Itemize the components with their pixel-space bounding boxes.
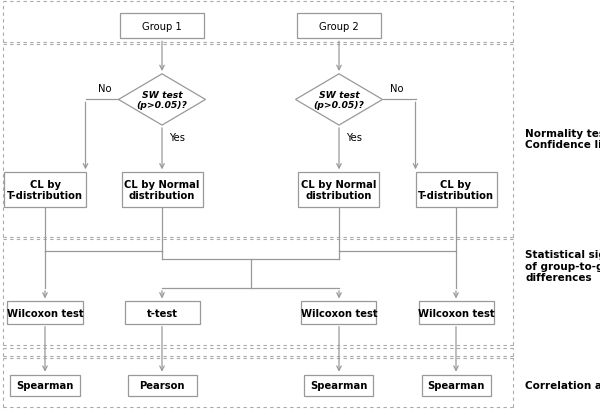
Text: CL by
T-distribution: CL by T-distribution	[418, 180, 494, 201]
Text: Wilcoxon test: Wilcoxon test	[418, 308, 494, 318]
FancyBboxPatch shape	[297, 14, 381, 39]
FancyBboxPatch shape	[304, 375, 373, 396]
Polygon shape	[119, 74, 206, 126]
Text: SW test
(p>0.05)?: SW test (p>0.05)?	[137, 90, 187, 110]
FancyBboxPatch shape	[298, 173, 379, 207]
Text: Wilcoxon test: Wilcoxon test	[301, 308, 377, 318]
FancyBboxPatch shape	[415, 173, 497, 207]
FancyBboxPatch shape	[120, 14, 204, 39]
Text: No: No	[98, 84, 112, 94]
Text: CL by
T-distribution: CL by T-distribution	[7, 180, 83, 201]
FancyBboxPatch shape	[10, 375, 79, 396]
FancyBboxPatch shape	[301, 302, 377, 324]
Text: Pearson: Pearson	[139, 380, 185, 390]
Text: Correlation analysis: Correlation analysis	[525, 380, 600, 390]
FancyBboxPatch shape	[421, 375, 491, 396]
Polygon shape	[295, 74, 383, 126]
Text: Group 2: Group 2	[319, 22, 359, 31]
Text: t-test: t-test	[146, 308, 178, 318]
Text: Spearman: Spearman	[16, 380, 74, 390]
Text: Normality test &
Confidence limit: Normality test & Confidence limit	[525, 128, 600, 150]
Text: Yes: Yes	[346, 133, 362, 143]
Text: Group 1: Group 1	[142, 22, 182, 31]
FancyBboxPatch shape	[419, 302, 493, 324]
FancyBboxPatch shape	[7, 302, 83, 324]
Text: No: No	[390, 84, 403, 94]
Text: CL by Normal
distribution: CL by Normal distribution	[301, 180, 377, 201]
FancyBboxPatch shape	[125, 302, 199, 324]
Text: SW test
(p>0.05)?: SW test (p>0.05)?	[314, 90, 364, 110]
Text: Statistical significance
of group-to-group
differences: Statistical significance of group-to-gro…	[525, 249, 600, 282]
Text: Wilcoxon test: Wilcoxon test	[7, 308, 83, 318]
Text: Yes: Yes	[169, 133, 185, 143]
Text: Spearman: Spearman	[310, 380, 368, 390]
Text: CL by Normal
distribution: CL by Normal distribution	[124, 180, 200, 201]
FancyBboxPatch shape	[128, 375, 197, 396]
FancyBboxPatch shape	[4, 173, 86, 207]
Text: Spearman: Spearman	[427, 380, 485, 390]
FancyBboxPatch shape	[122, 173, 203, 207]
